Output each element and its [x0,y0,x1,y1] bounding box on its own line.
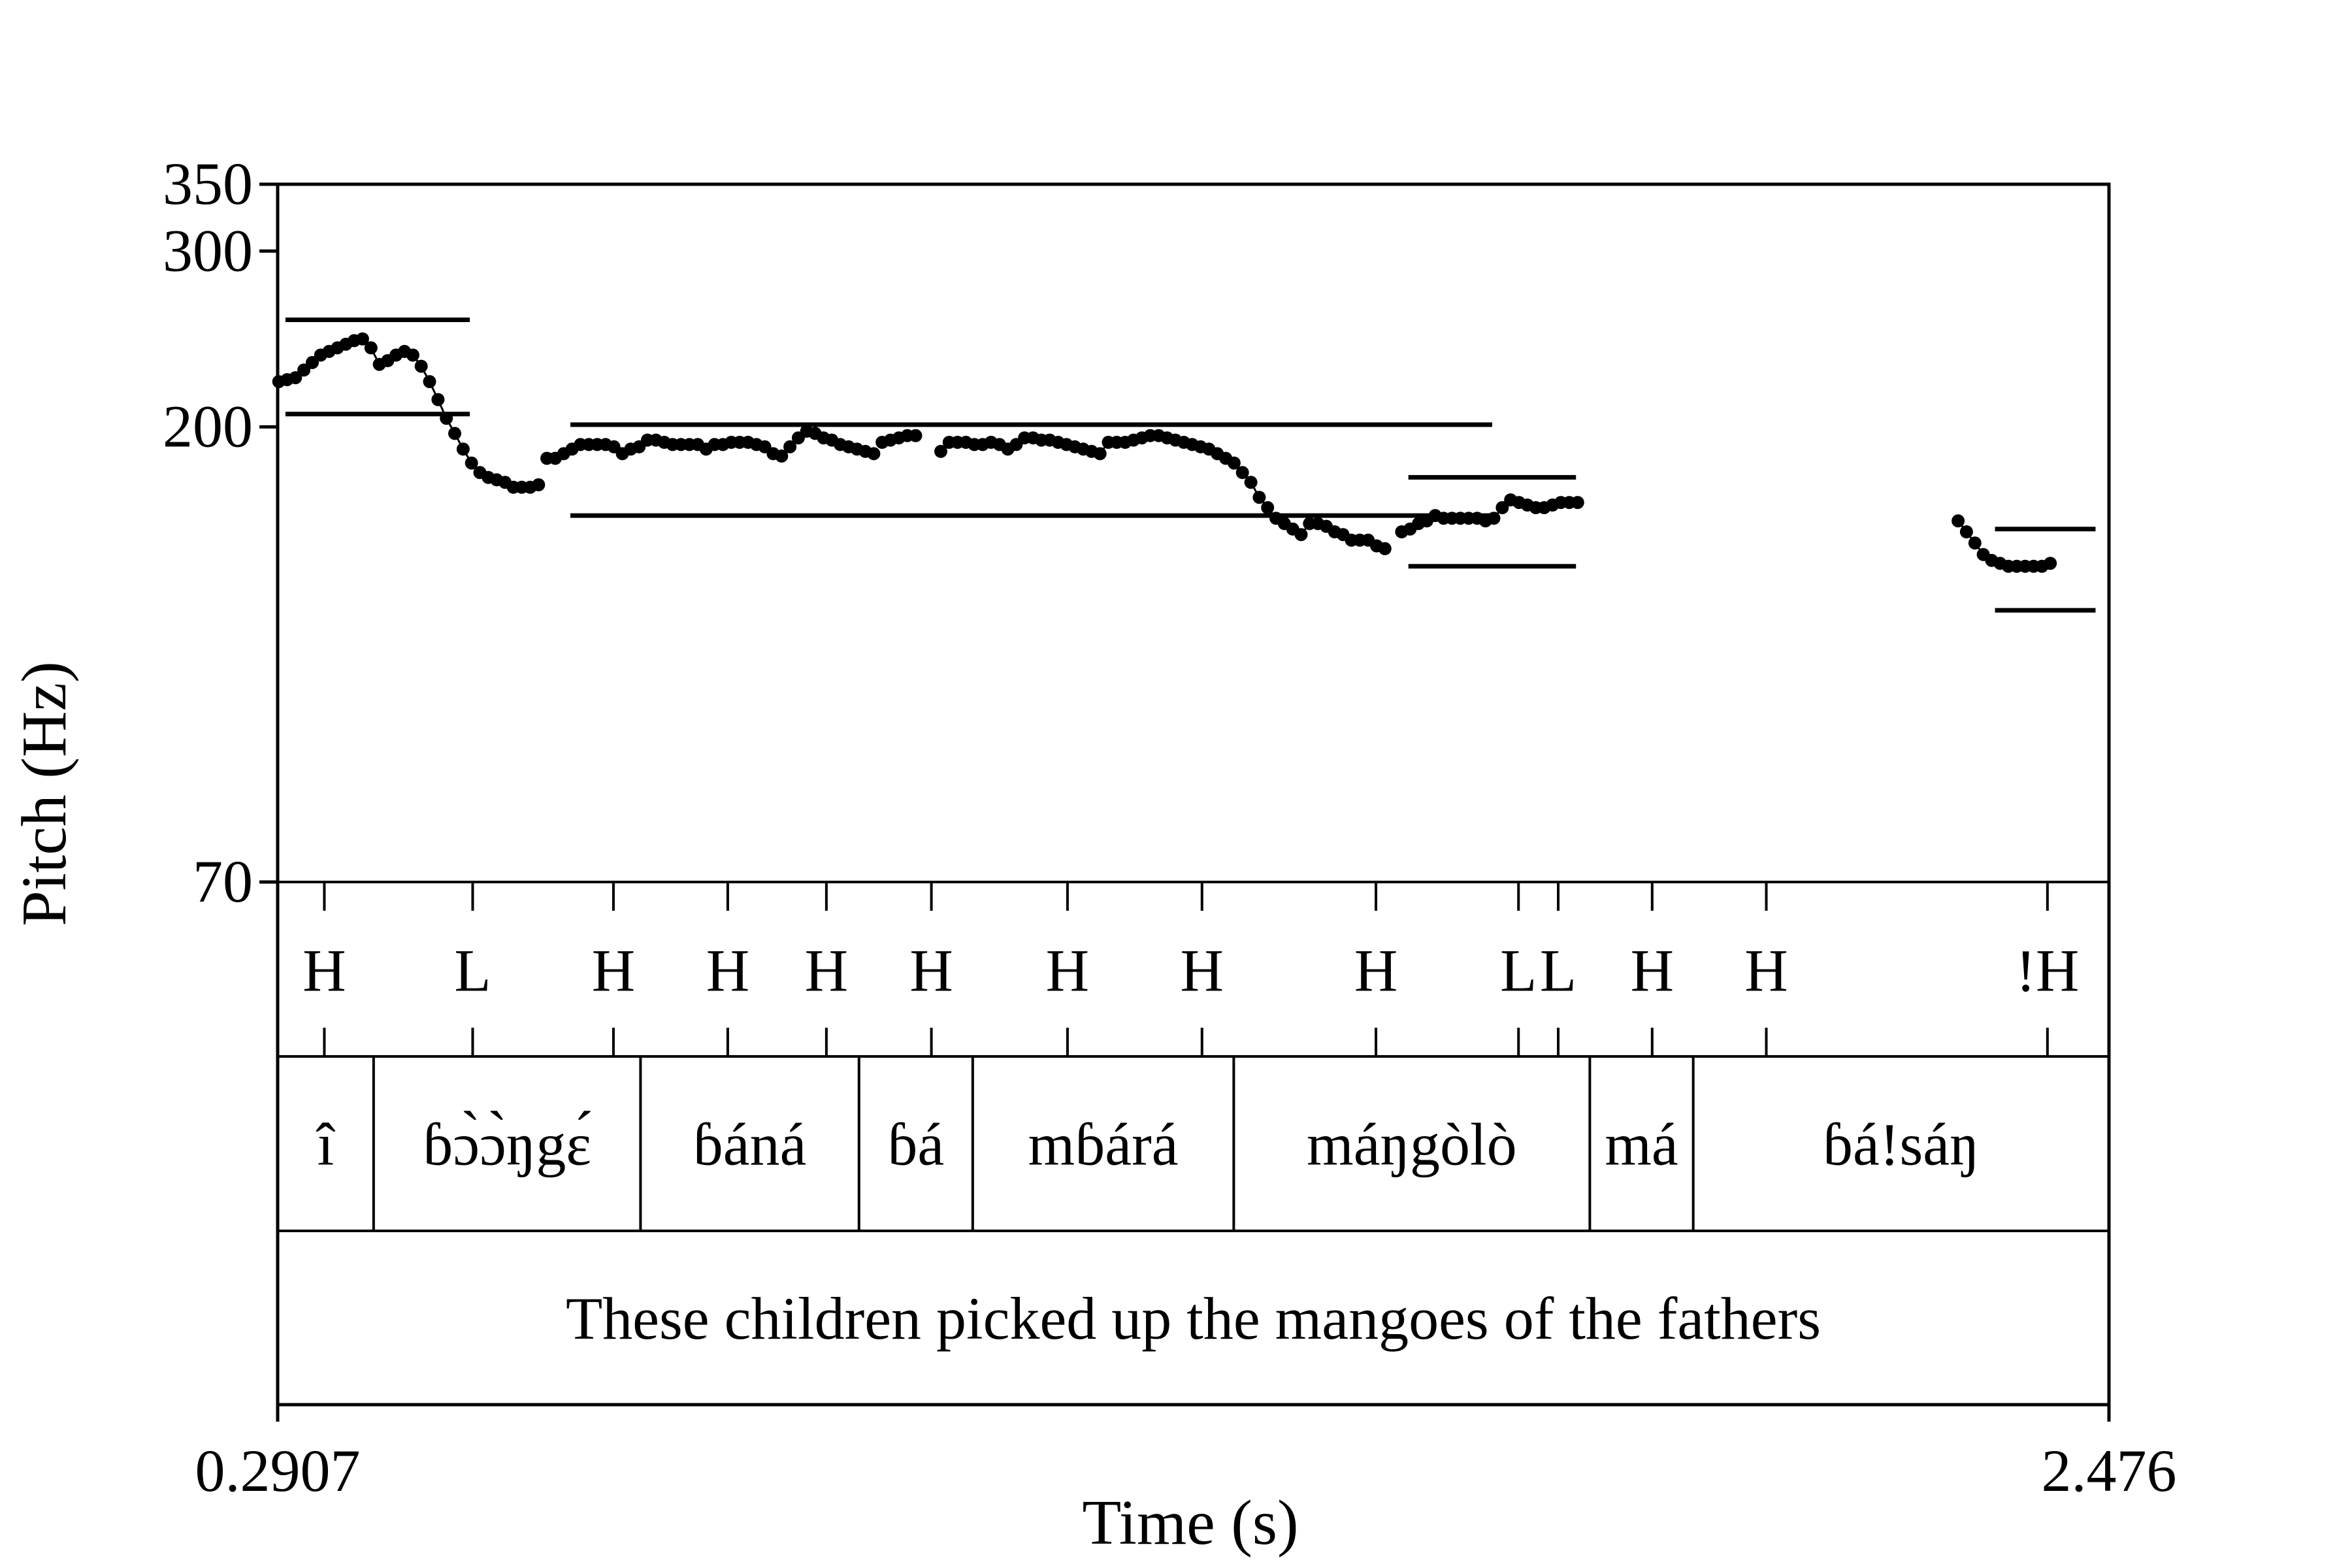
word-label: ɓɔ̀ɔ̀ŋgɛ́ [423,1111,591,1178]
pitch-point [1571,496,1584,510]
pitch-point [1093,447,1107,461]
pitch-point [783,440,797,453]
y-tick-label: 70 [193,848,253,915]
word-label: î [316,1111,336,1178]
pitch-point [532,478,546,491]
y-tick-label: 300 [163,217,253,284]
pitch-point [1959,525,1973,538]
pitch-point [867,447,881,461]
word-label: ɓáná [693,1111,807,1178]
pitch-track [272,332,2057,573]
pitch-point [306,355,319,369]
pitch-point [289,371,302,385]
tone-label: H [909,938,953,1004]
word-label: ɓá [887,1111,944,1178]
pitch-point [1294,528,1308,542]
x-tick-label: 0.2907 [195,1437,361,1504]
y-tick-label: 350 [163,150,253,217]
pitch-point [1495,501,1509,514]
pitch-point [297,363,311,377]
pitch-point [1252,491,1266,504]
pitch-point [456,442,470,456]
plot-frame-border [276,182,2111,1407]
pitch-point [1968,536,1982,550]
pitch-point [934,444,947,458]
tone-label: H [1631,938,1674,1004]
word-label: ɓá!sáŋ [1823,1111,1980,1178]
x-tick-label: 2.476 [2042,1437,2177,1504]
tone-label: L [1500,938,1537,1004]
tone-label: H [1744,938,1788,1004]
word-label: mɓárá [1028,1111,1179,1178]
annotation-tiers: H L H H H H H H H L L H H !Hî ɓɔ̀ɔ̀ŋgɛ́ ɓáná ɓá mɓárá máŋg… [302,882,2079,1352]
pitch-point [364,341,378,355]
pitch-point [431,393,445,406]
pitch-point [1227,456,1241,470]
tone-label: L [1540,938,1576,1004]
pitch-point [1261,501,1275,514]
tone-label: L [454,938,491,1004]
word-label: má [1605,1111,1678,1178]
pitch-point [909,429,923,442]
pitch-point [355,332,369,346]
pitch-point [414,359,428,373]
pitch-point [423,375,436,389]
tone-label: H [592,938,635,1004]
pitch-point [775,449,789,463]
tone-label: H [1354,938,1397,1004]
pitch-point [1378,542,1392,555]
word-label: máŋgòlò [1307,1111,1516,1178]
tone-label: H [1181,938,1224,1004]
translation-label: These children picked up the mangoes of … [566,1285,1821,1352]
tone-label: H [805,938,848,1004]
pitch-point [406,348,419,362]
plot-frame [276,182,2111,1407]
tone-label: H [706,938,749,1004]
pitch-point [1244,476,1258,489]
x-axis-label: Time (s) [1082,1488,1298,1558]
pitch-point [2044,557,2057,570]
pitch-point [465,456,478,470]
tone-label: !H [2016,938,2079,1004]
pitch-range-lines [285,318,2096,613]
tone-label: H [302,938,346,1004]
y-axis-label: Pitch (Hz) [9,661,80,926]
pitch-point [1235,466,1249,480]
pitch-point [448,427,461,440]
pitch-point [1952,514,1965,528]
tone-label: H [1046,938,1089,1004]
y-tick-label: 200 [163,393,253,459]
